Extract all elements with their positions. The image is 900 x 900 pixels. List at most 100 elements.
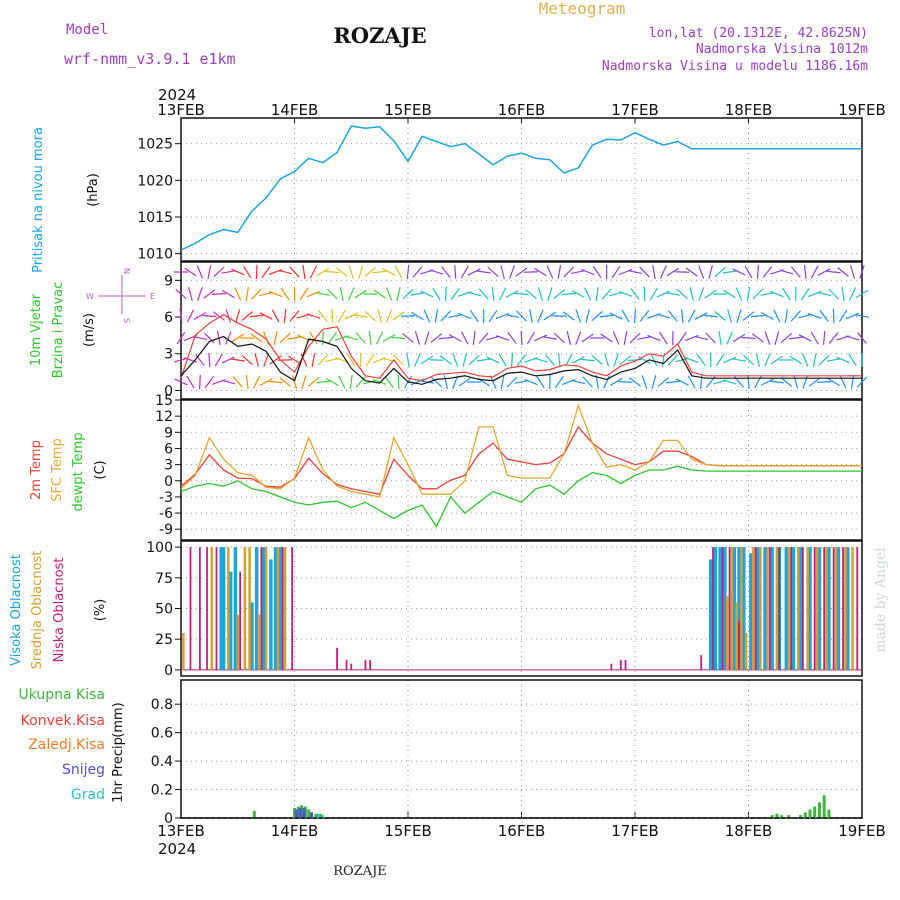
- panel-frame: [180, 261, 863, 400]
- wind-arrow: [514, 292, 529, 296]
- cloud-low-bar: [856, 547, 859, 670]
- cloud-low-bar: [842, 547, 844, 670]
- wind-arrow: [317, 354, 329, 366]
- wind-arrow: [808, 377, 821, 387]
- y-tick-label: 1015: [137, 210, 173, 226]
- wind-arrow: [432, 287, 441, 301]
- cloud-low-bar: [369, 660, 372, 670]
- wind-arrow: [311, 353, 316, 367]
- wind-arrow: [643, 286, 646, 302]
- wind-arrow: [198, 374, 201, 390]
- wind-arrow: [500, 265, 505, 279]
- wind-arrow: [752, 288, 764, 300]
- wind-arrow: [394, 265, 403, 279]
- station-title: ROZAJE: [333, 23, 426, 48]
- wind-arrow: [722, 356, 737, 364]
- wind-arrow: [812, 353, 817, 367]
- cloud-low-bar: [345, 660, 348, 670]
- wind-arrow: [798, 313, 813, 319]
- wind-arrow: [507, 332, 517, 344]
- cloud-mid-bar: [276, 547, 280, 670]
- wind-arrow: [722, 270, 737, 274]
- cloud-mid-bar: [210, 547, 213, 670]
- panel-frame: [180, 679, 863, 819]
- wind-arrow: [299, 287, 309, 301]
- product-title: Meteogram: [539, 0, 626, 18]
- wind-arrow: [741, 337, 756, 339]
- wind-arrow: [263, 353, 270, 367]
- wind-arrow: [649, 287, 659, 301]
- wind-arrow: [828, 332, 839, 344]
- cloud-mid-bar: [796, 547, 800, 670]
- wind-arrow: [845, 335, 860, 341]
- wind-arrow: [817, 291, 832, 297]
- wind-arrow: [344, 312, 358, 320]
- cloud-mid-bar: [236, 614, 239, 670]
- cloud-mid-bar: [182, 633, 185, 670]
- y-tick-label: 6: [164, 441, 173, 457]
- wind-arrow: [793, 375, 799, 389]
- wind-arrow: [752, 333, 764, 343]
- wind-arrow: [495, 312, 510, 320]
- wind-arrow: [788, 336, 803, 340]
- cloud-mid-bar: [787, 547, 790, 670]
- wind-arrow: [627, 358, 643, 362]
- wind-arrow: [301, 375, 307, 389]
- y-tick-label: 15: [155, 393, 173, 409]
- cloud-high-bar: [784, 547, 789, 670]
- wind-arrow: [392, 311, 405, 321]
- wind-arrow: [448, 313, 463, 319]
- wind-arrow: [386, 287, 393, 301]
- wind-arrow: [411, 311, 424, 321]
- cloud-low-bar: [700, 655, 703, 670]
- wind-arrow: [714, 311, 726, 321]
- wind-arrow: [566, 331, 571, 345]
- wind-arrow: [564, 353, 573, 367]
- wind-unit: (m/s): [82, 313, 97, 347]
- y-tick-label: 0.8: [151, 697, 173, 713]
- wind-arrow: [315, 380, 330, 384]
- precip-total-bar: [252, 810, 256, 818]
- wind-arrow: [708, 265, 713, 279]
- precip-total-bar: [780, 815, 784, 818]
- wind-arrow: [601, 288, 612, 300]
- wind-arrow: [289, 310, 300, 322]
- cloud-high-bar: [228, 571, 233, 670]
- wind-arrow: [780, 332, 793, 344]
- cloud-high-bar: [269, 559, 273, 670]
- y-tick-label: 50: [155, 602, 173, 618]
- wind-arrow: [639, 266, 650, 278]
- top-x-label: 17FEB: [611, 101, 658, 119]
- y-tick-label: -3: [159, 490, 173, 506]
- wind-arrow: [850, 374, 855, 390]
- bottom-x-label: 13FEB: [157, 822, 204, 840]
- wind-arrow: [268, 380, 283, 384]
- y-tick-label: 100: [146, 540, 173, 556]
- y-tick-label: 0: [164, 383, 173, 399]
- wind-arrow: [554, 375, 564, 389]
- model-elevation: Nadmorska Visina u modelu 1186.16m: [602, 59, 868, 74]
- wind-arrow: [268, 290, 283, 298]
- legend-frozen: Zaledj.Kisa: [28, 737, 105, 753]
- wind-arrow: [221, 289, 235, 299]
- wind-arrow: [289, 266, 300, 278]
- wind-arrow: [364, 267, 376, 277]
- y-tick-label: 3: [164, 347, 173, 363]
- wind-arrow: [241, 311, 253, 321]
- wind-arrow: [203, 289, 216, 299]
- wind-arrow: [526, 331, 536, 345]
- cloud-low-title: Niska Oblacnost: [52, 558, 67, 663]
- legend-snow: Snijeg: [62, 762, 105, 778]
- cloud-high-bar: [763, 547, 767, 670]
- wind-arrow: [241, 354, 253, 366]
- cloud-high-bar: [723, 547, 727, 670]
- wind-arrow: [789, 355, 802, 365]
- wind-arrow: [537, 309, 544, 323]
- wind-arrow: [611, 265, 621, 279]
- panel-frame: [180, 540, 863, 677]
- wind-arrow: [609, 312, 623, 320]
- wind-arrow: [680, 308, 684, 324]
- wind-arrow: [309, 331, 318, 345]
- wind-arrow: [747, 374, 750, 390]
- wind-arrow: [354, 289, 367, 299]
